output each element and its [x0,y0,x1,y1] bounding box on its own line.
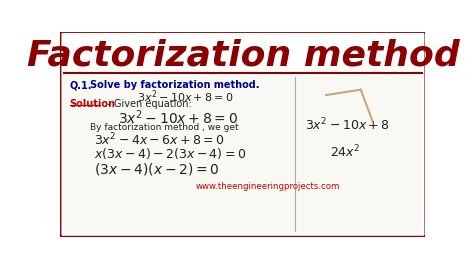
Text: Q.1.: Q.1. [70,80,92,90]
Text: Factorization method: Factorization method [27,38,459,72]
Text: $3x^{2}-10x+8$: $3x^{2}-10x+8$ [305,117,390,133]
Text: Solve by factorization method.: Solve by factorization method. [90,80,259,90]
FancyBboxPatch shape [60,31,426,238]
Text: $3x^{2}-10x+8=0$: $3x^{2}-10x+8=0$ [137,89,234,106]
Text: $24x^{2}$: $24x^{2}$ [330,144,360,160]
Bar [64,73,422,234]
Text: By factorization method , we get: By factorization method , we get [90,123,238,132]
Text: $3x^{2}-4x-6x+8=0$: $3x^{2}-4x-6x+8=0$ [94,131,225,148]
Text: www.theengineeringprojects.com: www.theengineeringprojects.com [195,182,339,191]
Text: Solution: Solution [70,99,116,109]
Text: $3x^{2} - 10x + 8 = 0$: $3x^{2} - 10x + 8 = 0$ [118,108,238,127]
FancyBboxPatch shape [62,34,424,73]
Text: :- Given equation:: :- Given equation: [101,99,192,109]
Text: $x(3x-4)-2(3x-4)=0$: $x(3x-4)-2(3x-4)=0$ [94,146,246,161]
Text: $(3x-4)(x-2)=0$: $(3x-4)(x-2)=0$ [94,161,220,177]
